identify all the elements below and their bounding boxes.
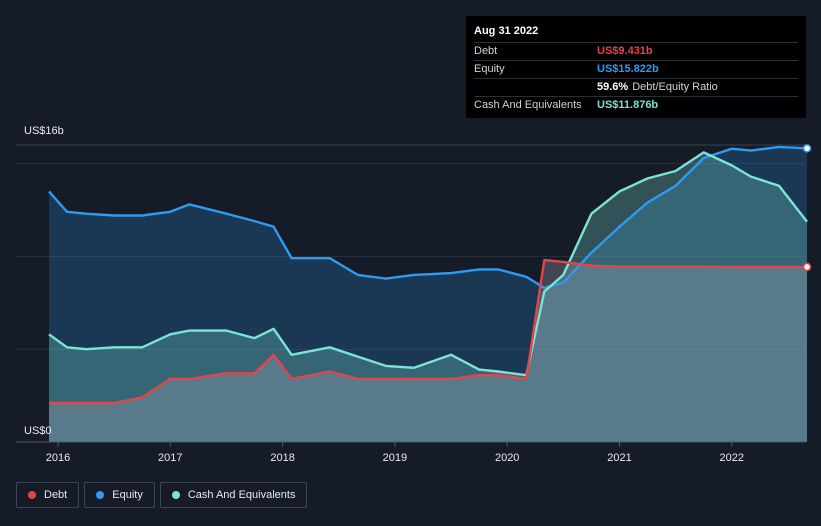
tooltip-date: Aug 31 2022 <box>474 25 539 37</box>
x-tick-label: 2016 <box>46 452 70 464</box>
tooltip-row-equity: Equity US$15.822b <box>474 60 798 78</box>
x-tick-label: 2018 <box>270 452 294 464</box>
legend-item-debt[interactable]: Debt <box>16 482 80 508</box>
series-endpoint-equity <box>802 144 812 153</box>
legend-item-equity[interactable]: Equity <box>84 482 155 508</box>
tooltip-row-debt: Debt US$9.431b <box>474 42 798 60</box>
x-tick-label: 2017 <box>158 452 182 464</box>
legend-dot-icon <box>171 491 180 499</box>
y-axis-bottom-label: US$0 <box>24 425 52 437</box>
legend-dot-icon <box>28 491 36 499</box>
tooltip-label: Cash And Equivalents <box>474 99 582 111</box>
legend-dot-icon <box>96 491 105 499</box>
x-tick-label: 2021 <box>607 452 631 464</box>
tooltip-value: US$9.431b <box>597 45 653 57</box>
x-tick-label: 2019 <box>383 452 407 464</box>
series-area-debt <box>49 260 807 442</box>
tooltip-label: Equity <box>474 63 505 75</box>
legend-label: Cash And Equivalents <box>187 489 296 501</box>
tooltip-value: US$11.876b <box>597 99 659 111</box>
chart-legend: Debt Equity Cash And Equivalents <box>16 482 312 508</box>
series-area-equity <box>49 146 807 442</box>
series-line-debt <box>49 258 808 405</box>
chart-tooltip: Aug 31 2022 Debt US$9.431b Equity US$15.… <box>466 16 806 118</box>
legend-item-cash[interactable]: Cash And Equivalents <box>159 482 308 508</box>
series-line-equity <box>48 145 808 290</box>
tooltip-value: US$15.822b <box>597 63 659 75</box>
tooltip-value: 59.6% <box>597 81 629 93</box>
y-axis-top-label: US$16b <box>24 125 64 137</box>
series-area-cash-and-equivalents <box>49 152 807 442</box>
tooltip-row-ratio: 59.6% Debt/Equity Ratio <box>474 78 798 96</box>
tooltip-note: Debt/Equity Ratio <box>632 81 718 93</box>
series-line-cash-and-equivalents <box>48 151 808 377</box>
series-endpoint-debt <box>802 262 812 272</box>
tooltip-label <box>474 79 597 96</box>
legend-label: Equity <box>112 489 143 501</box>
x-tick-label: 2020 <box>495 452 519 464</box>
tooltip-row-cash: Cash And Equivalents US$11.876b <box>474 96 798 114</box>
x-tick-label: 2022 <box>720 452 744 464</box>
tooltip-label: Debt <box>474 45 498 57</box>
legend-label: Debt <box>44 489 68 501</box>
